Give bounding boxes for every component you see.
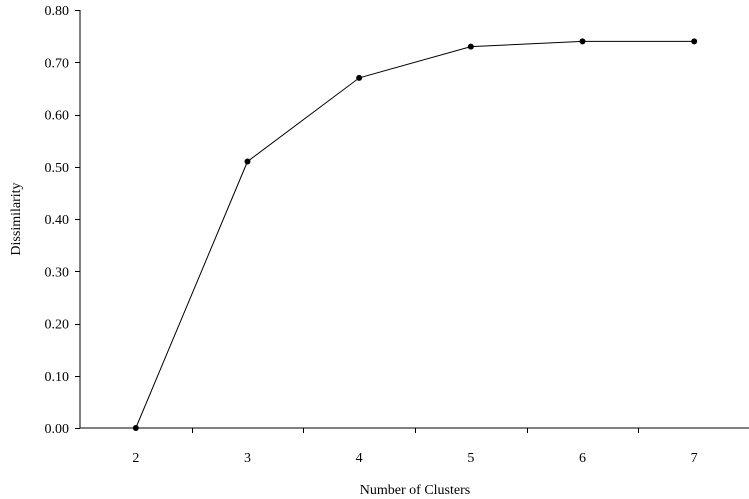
x-tick-label: 6: [579, 451, 586, 466]
y-axis-title: Dissimilarity: [9, 182, 24, 255]
y-tick-label: 0.40: [45, 213, 70, 228]
y-tick-label: 0.70: [45, 56, 70, 71]
data-point: [579, 38, 586, 45]
data-point: [356, 74, 363, 81]
x-ticks: 2 3 4 5 6 7: [132, 428, 698, 466]
data-point: [467, 43, 474, 50]
x-tick-label: 4: [356, 451, 363, 466]
y-tick-label: 0.10: [45, 370, 70, 385]
series-line: [135, 40, 695, 429]
series-dissimilarity: [132, 38, 698, 431]
x-tick-label: 5: [467, 451, 474, 466]
y-ticks: 0.00 0.10 0.20 0.30 0.40 0.50 0.60 0.70 0.80: [45, 4, 80, 437]
y-tick-label: 0.20: [45, 318, 70, 333]
y-tick-label: 0.00: [45, 422, 70, 437]
y-tick-label: 0.80: [45, 4, 70, 19]
data-points: [132, 38, 698, 431]
y-tick-label: 0.30: [45, 265, 70, 280]
y-tick-label: 0.50: [45, 161, 70, 176]
data-point: [244, 158, 251, 165]
data-point: [132, 425, 139, 431]
data-point: [691, 38, 698, 45]
x-tick-label: 2: [132, 451, 139, 466]
x-tick-label: 3: [244, 451, 251, 466]
x-tick-label: 7: [691, 451, 698, 466]
axes: [79, 10, 749, 429]
y-tick-label: 0.60: [45, 109, 70, 124]
x-axis-title: Number of Clusters: [360, 483, 470, 498]
